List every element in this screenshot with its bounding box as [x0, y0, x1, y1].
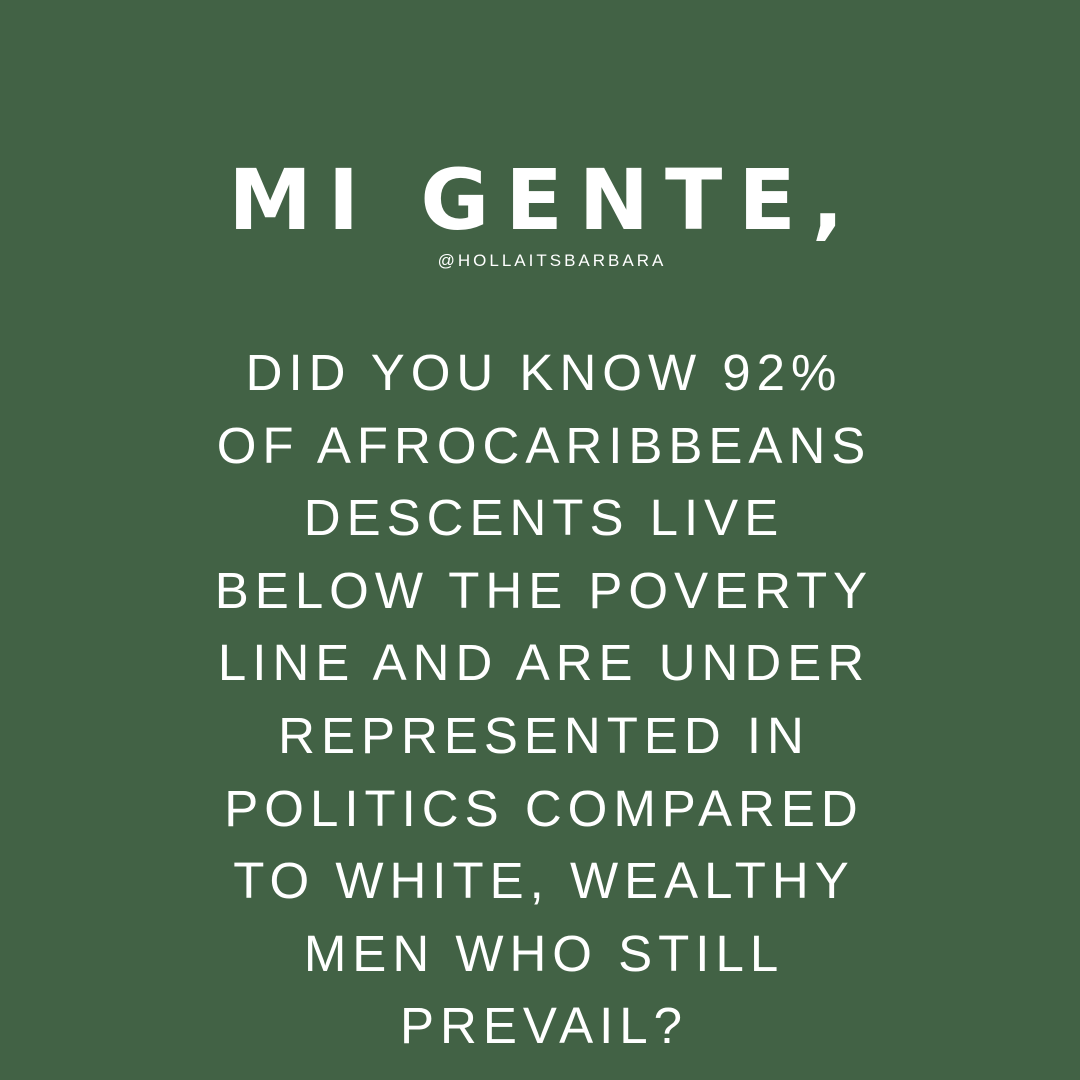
- body-line: DID YOU KNOW 92%: [245, 344, 843, 401]
- body-line: REPRESENTED IN: [278, 706, 810, 764]
- body-line: POLITICS COMPARED: [224, 779, 864, 837]
- body-line: TO WHITE, WEALTHY: [233, 852, 855, 910]
- body-line: LINE AND ARE UNDER: [217, 634, 871, 692]
- body-line: OF AFROCARIBBEANS: [216, 416, 872, 474]
- body-line: BELOW THE POVERTY: [214, 561, 874, 619]
- body-line: DESCENTS LIVE: [303, 489, 785, 547]
- body-line: MEN WHO STILL: [303, 924, 785, 982]
- headline: MI GENTE,: [228, 151, 860, 249]
- body-text: DID YOU KNOW 92% OF AFROCARIBBEANS DESCE…: [0, 337, 1080, 1063]
- author-handle: @HOLLAITSBARBARA: [437, 251, 667, 270]
- body-line: PREVAIL?: [399, 997, 688, 1055]
